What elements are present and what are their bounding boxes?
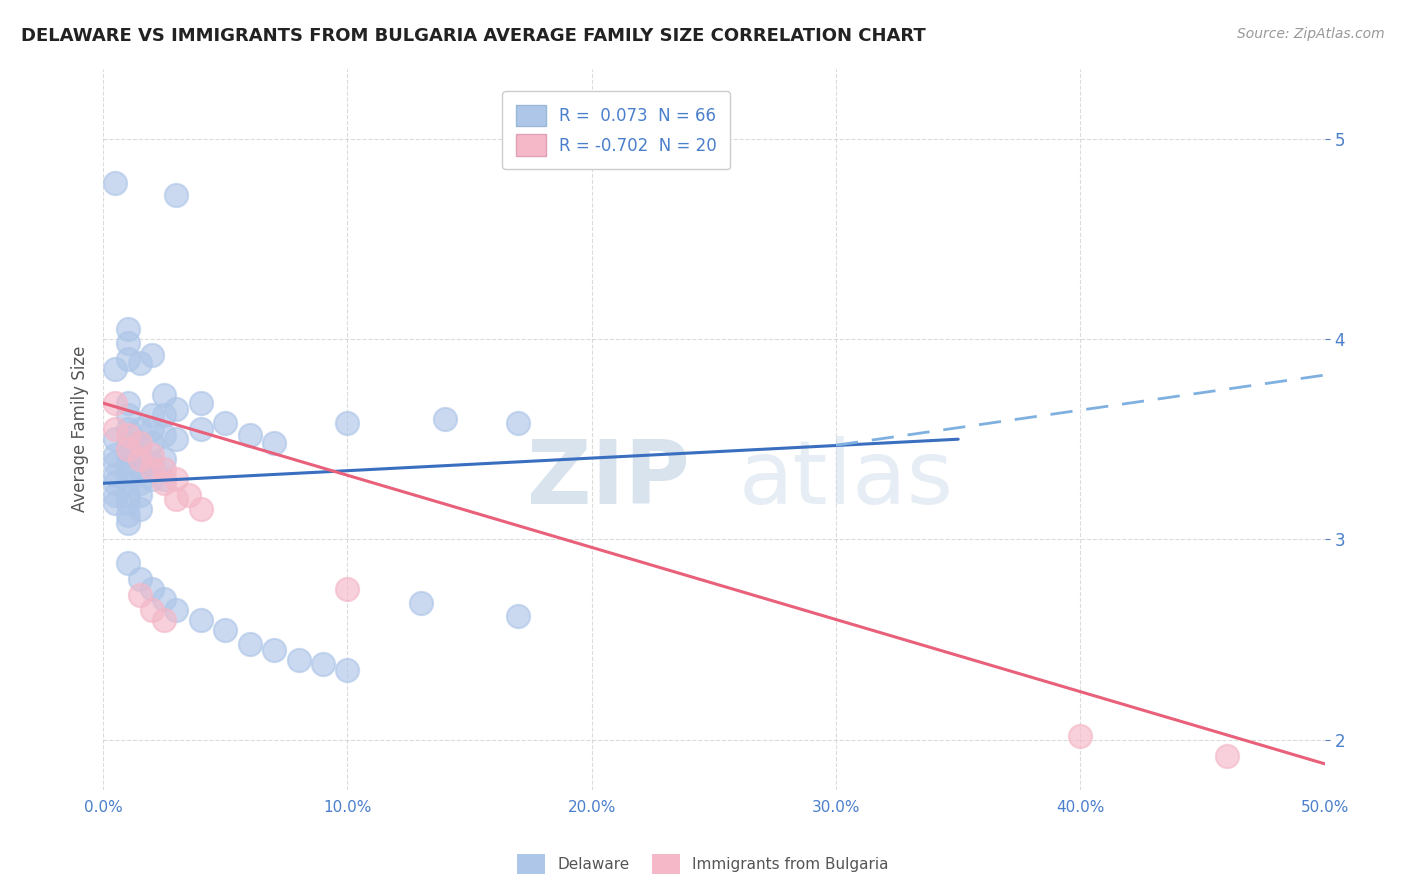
Point <box>117 442 139 457</box>
Point <box>153 462 176 476</box>
Point <box>508 608 530 623</box>
Point <box>117 428 139 442</box>
Point <box>117 496 139 510</box>
Text: ZIP: ZIP <box>527 436 689 524</box>
Point <box>1069 729 1091 743</box>
Point <box>104 468 127 483</box>
Point <box>190 613 212 627</box>
Point <box>117 508 139 523</box>
Y-axis label: Average Family Size: Average Family Size <box>72 346 89 512</box>
Point <box>128 502 150 516</box>
Point <box>117 468 139 483</box>
Point <box>153 472 176 486</box>
Point <box>165 432 187 446</box>
Point <box>141 408 163 422</box>
Point <box>165 187 187 202</box>
Point <box>104 496 127 510</box>
Point <box>128 436 150 450</box>
Text: atlas: atlas <box>738 436 953 524</box>
Point <box>336 416 359 430</box>
Point <box>165 472 187 486</box>
Legend: R =  0.073  N = 66, R = -0.702  N = 20: R = 0.073 N = 66, R = -0.702 N = 20 <box>502 91 730 169</box>
Point <box>165 492 187 507</box>
Point <box>128 488 150 502</box>
Point <box>104 396 127 410</box>
Point <box>104 456 127 470</box>
Point <box>141 422 163 436</box>
Point <box>153 452 176 467</box>
Point <box>128 476 150 491</box>
Point <box>104 422 127 436</box>
Point <box>141 472 163 486</box>
Point <box>165 402 187 417</box>
Point <box>104 362 127 376</box>
Point <box>117 488 139 502</box>
Point <box>104 488 127 502</box>
Point <box>117 352 139 367</box>
Point <box>214 623 236 637</box>
Point <box>104 476 127 491</box>
Point <box>165 602 187 616</box>
Point <box>1216 748 1239 763</box>
Point <box>508 416 530 430</box>
Point <box>117 408 139 422</box>
Point <box>336 582 359 597</box>
Point <box>128 422 150 436</box>
Point <box>104 176 127 190</box>
Point <box>190 422 212 436</box>
Point <box>128 448 150 462</box>
Point <box>287 652 309 666</box>
Point <box>214 416 236 430</box>
Point <box>141 602 163 616</box>
Point <box>336 663 359 677</box>
Point <box>104 432 127 446</box>
Point <box>117 557 139 571</box>
Point <box>117 322 139 336</box>
Point <box>153 388 176 402</box>
Point <box>409 597 432 611</box>
Point <box>153 408 176 422</box>
Point <box>117 422 139 436</box>
Point <box>141 582 163 597</box>
Point <box>128 589 150 603</box>
Point <box>141 462 163 476</box>
Point <box>104 448 127 462</box>
Point <box>177 488 200 502</box>
Point <box>153 476 176 491</box>
Point <box>117 476 139 491</box>
Point <box>239 428 262 442</box>
Point <box>117 448 139 462</box>
Point <box>312 657 335 671</box>
Point <box>128 573 150 587</box>
Point <box>263 436 285 450</box>
Point <box>141 456 163 470</box>
Point <box>153 428 176 442</box>
Point <box>153 592 176 607</box>
Point <box>117 336 139 351</box>
Point <box>153 613 176 627</box>
Point <box>141 436 163 450</box>
Point <box>190 502 212 516</box>
Point <box>141 348 163 362</box>
Point <box>117 436 139 450</box>
Point <box>117 516 139 531</box>
Point <box>128 452 150 467</box>
Point <box>434 412 457 426</box>
Text: Source: ZipAtlas.com: Source: ZipAtlas.com <box>1237 27 1385 41</box>
Point <box>117 456 139 470</box>
Point <box>141 448 163 462</box>
Text: DELAWARE VS IMMIGRANTS FROM BULGARIA AVERAGE FAMILY SIZE CORRELATION CHART: DELAWARE VS IMMIGRANTS FROM BULGARIA AVE… <box>21 27 925 45</box>
Point <box>190 396 212 410</box>
Point <box>128 356 150 370</box>
Legend: Delaware, Immigrants from Bulgaria: Delaware, Immigrants from Bulgaria <box>512 848 894 880</box>
Point <box>239 636 262 650</box>
Point <box>128 462 150 476</box>
Point <box>128 436 150 450</box>
Point <box>117 396 139 410</box>
Point <box>263 642 285 657</box>
